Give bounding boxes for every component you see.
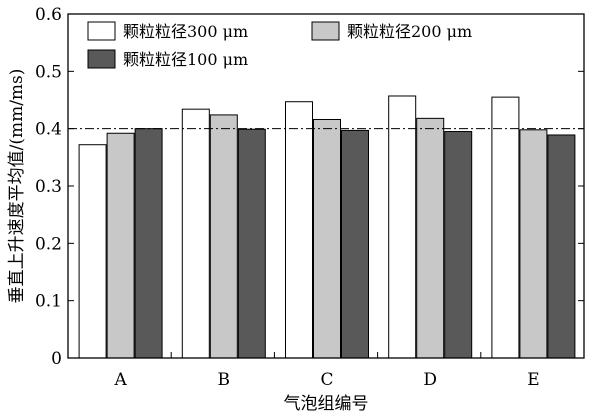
y-axis: 0 0.1 0.2 0.3 0.4 0.5 0.6 <box>35 5 584 369</box>
y-tick-label: 0.2 <box>35 234 62 254</box>
y-tick-label: 0.1 <box>35 292 62 312</box>
y-tick-label: 0 <box>51 349 62 369</box>
bar-C-2 <box>341 129 369 359</box>
bar-A-0 <box>78 144 107 359</box>
bar-E-2 <box>547 134 576 359</box>
bar-A-1 <box>106 132 135 359</box>
y-axis-title: 垂直上升速度平均值/(mm/ms) <box>7 69 27 304</box>
legend-label: 颗粒粒径300 μm <box>123 22 248 41</box>
legend-label: 颗粒粒径100 μm <box>123 50 248 69</box>
x-tick-label: E <box>527 370 539 390</box>
y-tick-label: 0.3 <box>35 177 62 197</box>
x-tick-label: C <box>320 370 333 390</box>
y-tick-label: 0.6 <box>35 5 62 25</box>
bar-E-0 <box>491 96 520 359</box>
bar-D-2 <box>444 131 473 359</box>
legend-label: 颗粒粒径200 μm <box>347 22 472 41</box>
bar-D-0 <box>388 95 417 359</box>
bar-C-1 <box>313 118 341 359</box>
x-tick-label: D <box>423 370 437 390</box>
x-tick-label: B <box>218 370 231 390</box>
bar-E-1 <box>519 129 548 359</box>
x-axis: A B C D E <box>113 352 540 390</box>
bar-B-2 <box>237 128 266 359</box>
x-tick-label: A <box>113 370 127 390</box>
legend-swatch <box>311 21 340 41</box>
legend-swatch <box>87 21 116 41</box>
bar-C-0 <box>285 101 313 359</box>
bar-B-0 <box>181 108 210 359</box>
legend-swatch <box>87 49 116 69</box>
y-tick-label: 0.4 <box>35 120 62 140</box>
y-tick-label: 0.5 <box>35 62 62 82</box>
bar-A-2 <box>134 128 163 359</box>
x-axis-title: 气泡组编号 <box>284 394 369 414</box>
bars-group <box>78 95 576 359</box>
legend: 颗粒粒径300 μm 颗粒粒径200 μm 颗粒粒径100 μm <box>87 21 472 69</box>
bar-D-1 <box>416 117 445 359</box>
bar-B-1 <box>209 114 238 359</box>
